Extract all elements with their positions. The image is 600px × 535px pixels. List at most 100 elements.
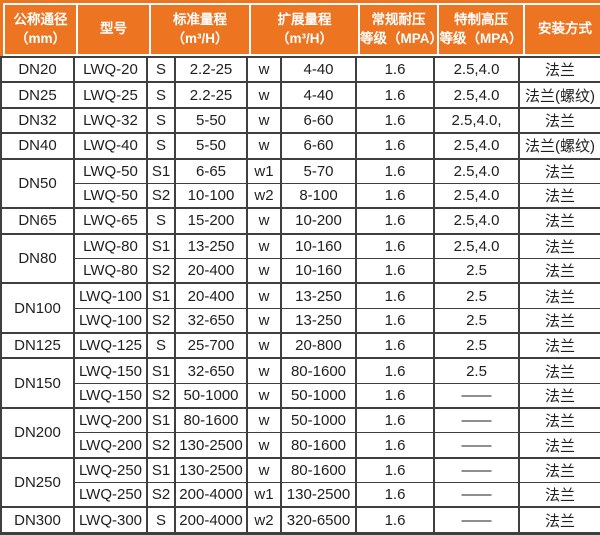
high-pressure-cell: 2.5,4.0, [433, 106, 520, 134]
ext-code-cell: w [246, 257, 282, 284]
normal-pressure-cell: 1.6 [355, 332, 435, 359]
ext-range-cell: 5-70 [280, 157, 357, 184]
diameter-cell: DN32 [0, 106, 75, 134]
table-row: LWQ-150 S2 50-1000 w 50-1000 1.6 —— 法兰 [1, 382, 600, 409]
ext-range-cell: 10-160 [280, 232, 357, 259]
table-row: LWQ-200 S2 130-2500 w 80-1600 1.6 —— 法兰 [1, 432, 600, 459]
install-cell: 法兰 [518, 282, 600, 309]
model-cell: LWQ-200 [73, 432, 148, 459]
spec-table-body: DN20 LWQ-20 S 2.2-25 w 4-40 1.6 2.5,4.0 法兰 DN25 LW… [0, 55, 600, 535]
std-code-cell: S1 [146, 157, 176, 184]
high-pressure-cell: 2.5,4.0 [433, 132, 520, 160]
table-row: DN200 LWQ-200 S1 80-1600 w 50-1000 1.6 —— 法兰 [0, 407, 600, 459]
ext-range-cell: 4-40 [280, 55, 357, 83]
std-code-cell: S2 [146, 257, 176, 284]
normal-pressure-cell: 1.6 [355, 257, 435, 284]
ext-code-cell: w [246, 132, 282, 160]
high-pressure-cell: —— [433, 456, 520, 484]
ext-code-cell: w [246, 307, 282, 334]
model-cell: LWQ-50 [73, 157, 148, 184]
std-code-cell: S2 [146, 182, 176, 209]
header-nominal-diameter: 公称通径 （mm） [5, 5, 76, 54]
diameter-cell: DN50 [0, 157, 75, 209]
ext-range-cell: 130-2500 [280, 482, 357, 508]
header-model: 型号 [78, 5, 149, 54]
high-pressure-cell: 2.5 [433, 282, 520, 309]
diameter-cell: DN300 [0, 506, 75, 535]
ext-range-cell: 10-200 [280, 207, 357, 235]
ext-code-cell: w [246, 357, 282, 384]
install-cell: 法兰 [518, 182, 600, 209]
high-pressure-cell: 2.5,4.0 [433, 207, 520, 235]
std-code-cell: S1 [146, 282, 176, 309]
install-cell: 法兰 [518, 432, 600, 459]
ext-range-cell: 80-1600 [280, 456, 357, 484]
install-cell: 法兰 [518, 332, 600, 359]
std-range-cell: 2.2-25 [174, 81, 248, 109]
normal-pressure-cell: 1.6 [355, 132, 435, 160]
install-cell: 法兰 [518, 407, 600, 434]
std-range-cell: 80-1600 [174, 407, 248, 434]
table-row: DN50 LWQ-50 S1 6-65 w1 5-70 1.6 2.5,4.0 法兰 [0, 157, 600, 209]
table-row: LWQ-100 S2 32-650 w 13-250 1.6 2.5 法兰 [1, 307, 600, 334]
normal-pressure-cell: 1.6 [355, 307, 435, 334]
diameter-cell: DN25 [0, 81, 75, 109]
ext-range-cell: 80-1600 [280, 357, 357, 384]
ext-code-cell: w [246, 382, 282, 409]
std-code-cell: S [146, 55, 176, 83]
install-cell: 法兰(螺纹) [518, 132, 600, 160]
high-pressure-cell: 2.5 [433, 257, 520, 284]
model-cell: LWQ-250 [73, 482, 148, 508]
diameter-cell: DN65 [0, 207, 75, 235]
std-code-cell: S1 [146, 456, 176, 484]
ext-range-cell: 10-160 [280, 257, 357, 284]
high-pressure-cell: —— [433, 482, 520, 508]
high-pressure-cell: —— [433, 506, 520, 535]
normal-pressure-cell: 1.6 [355, 232, 435, 259]
std-range-cell: 200-4000 [174, 506, 248, 535]
model-cell: LWQ-100 [73, 282, 148, 309]
ext-range-cell: 6-60 [280, 106, 357, 134]
std-code-cell: S1 [146, 357, 176, 384]
std-range-cell: 20-400 [174, 257, 248, 284]
table-row: DN40 LWQ-40 S 5-50 w 6-60 1.6 2.5,4.0 法兰(螺纹) [0, 132, 600, 160]
std-range-cell: 200-4000 [174, 482, 248, 508]
normal-pressure-cell: 1.6 [355, 282, 435, 309]
std-code-cell: S2 [146, 382, 176, 409]
table-row: LWQ-80 S2 20-400 w 10-160 1.6 2.5 法兰 [1, 257, 600, 284]
ext-code-cell: w [246, 232, 282, 259]
ext-code-cell: w [246, 456, 282, 484]
model-cell: LWQ-150 [73, 382, 148, 409]
ext-code-cell: w [246, 282, 282, 309]
diameter-cell: DN125 [0, 332, 75, 359]
normal-pressure-cell: 1.6 [355, 207, 435, 235]
normal-pressure-cell: 1.6 [355, 55, 435, 83]
high-pressure-cell: 2.5,4.0 [433, 182, 520, 209]
install-cell: 法兰 [518, 257, 600, 284]
model-cell: LWQ-80 [73, 257, 148, 284]
ext-code-cell: w [246, 55, 282, 83]
ext-code-cell: w2 [246, 182, 282, 209]
install-cell: 法兰 [518, 456, 600, 484]
diameter-cell: DN80 [0, 232, 75, 284]
std-range-cell: 130-2500 [174, 432, 248, 459]
std-code-cell: S1 [146, 232, 176, 259]
diameter-cell: DN40 [0, 132, 75, 160]
normal-pressure-cell: 1.6 [355, 382, 435, 409]
std-range-cell: 2.2-25 [174, 55, 248, 83]
table-row: DN150 LWQ-150 S1 32-650 w 80-1600 1.6 2.5 法兰 [0, 357, 600, 409]
high-pressure-cell: —— [433, 407, 520, 434]
install-cell: 法兰 [518, 232, 600, 259]
ext-range-cell: 4-40 [280, 81, 357, 109]
ext-range-cell: 50-1000 [280, 407, 357, 434]
table-row: DN80 LWQ-80 S1 13-250 w 10-160 1.6 2.5,4.0 法兰 [0, 232, 600, 284]
std-code-cell: S [146, 506, 176, 535]
ext-code-cell: w [246, 407, 282, 434]
install-cell: 法兰 [518, 506, 600, 535]
std-range-cell: 13-250 [174, 232, 248, 259]
normal-pressure-cell: 1.6 [355, 81, 435, 109]
normal-pressure-cell: 1.6 [355, 182, 435, 209]
ext-range-cell: 8-100 [280, 182, 357, 209]
ext-range-cell: 13-250 [280, 282, 357, 309]
